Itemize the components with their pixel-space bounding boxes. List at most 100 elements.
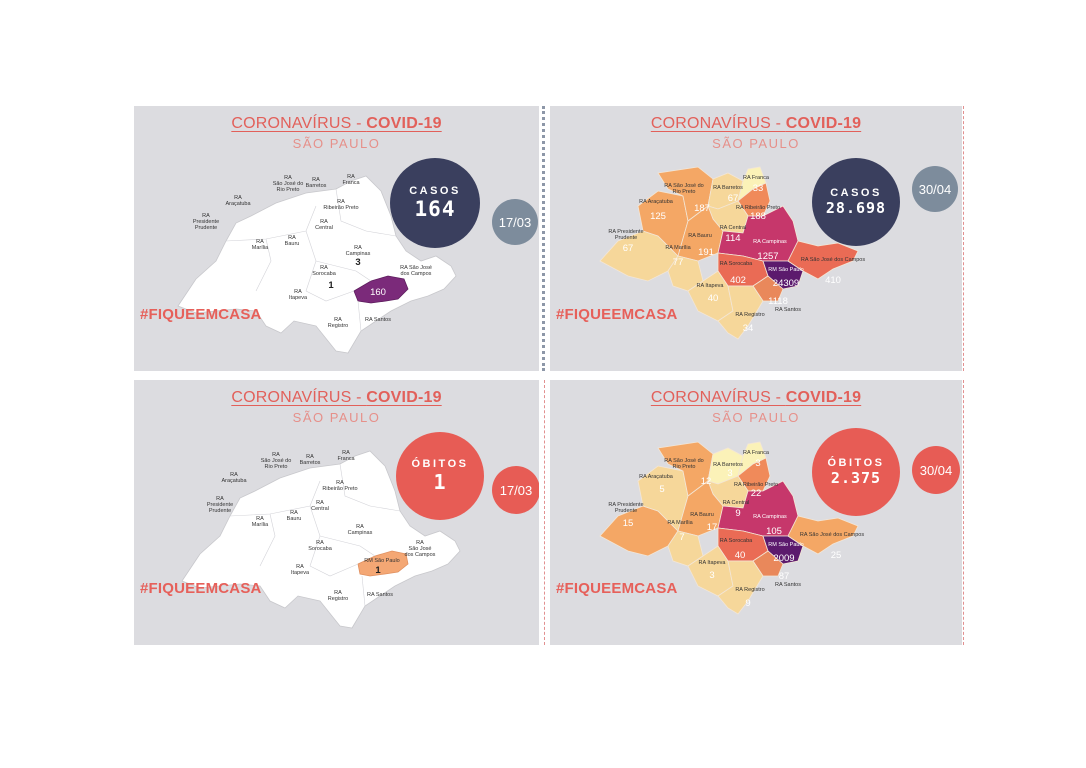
region-value: 77	[673, 257, 684, 268]
title-suffix: COVID-19	[366, 115, 442, 132]
region-label: Registro	[328, 596, 348, 602]
deaths-total-circle: ÓBITOS 2.375	[812, 428, 900, 516]
deaths-panel-30-04: CORONAVÍRUS - COVID-19 SÃO PAULO RA São …	[550, 380, 962, 645]
region-value: 40	[735, 550, 746, 561]
region-value: 160	[370, 287, 386, 298]
state-map: RA São José do Rio Preto RA Barretos RA …	[181, 450, 461, 629]
region-label: RA	[216, 496, 224, 502]
region-label: RA Registro	[735, 312, 764, 318]
region-label: Barretos	[306, 183, 327, 189]
hashtag: #FIQUEEMCASA	[140, 306, 262, 323]
region-value: 1118	[768, 296, 788, 307]
panel-divider	[544, 380, 545, 645]
region-label: Prudente	[615, 508, 637, 514]
title-suffix: COVID-19	[366, 389, 442, 406]
region-label: Araçatuba	[221, 478, 247, 484]
region-label: RA	[272, 452, 280, 458]
metric-value: 1	[433, 470, 447, 494]
region-label: Prudente	[195, 225, 217, 231]
region-label: RA Itapeva	[697, 283, 725, 289]
region-label: Presidente	[193, 219, 219, 225]
region-label: RA	[294, 289, 302, 295]
region-label: RA	[316, 500, 324, 506]
panel-title: CORONAVÍRUS - COVID-19	[550, 115, 962, 133]
region-label: RA São José	[400, 265, 432, 271]
region-value: 1	[328, 280, 334, 291]
region-label: RA São José do	[664, 183, 703, 189]
region-label: Bauru	[287, 516, 302, 522]
region-label: São José do	[273, 181, 304, 187]
region-label: RA	[256, 239, 264, 245]
panel-title: CORONAVÍRUS - COVID-19	[134, 115, 539, 133]
region-value: 67	[623, 243, 634, 254]
region-label: Franca	[342, 180, 360, 186]
region-label: RA Campinas	[753, 514, 787, 520]
region-label: São José	[409, 546, 432, 552]
state-map: RA São José do Rio Preto RA Barretos RA …	[177, 174, 457, 354]
region-label: RA	[230, 472, 238, 478]
region-label: RA Barretos	[713, 185, 743, 191]
region-value: 24309	[773, 278, 799, 289]
region-label: Itapeva	[291, 570, 310, 576]
panel-divider	[963, 380, 964, 645]
region-value: 3	[727, 468, 732, 479]
region-label: RA São José do	[664, 458, 703, 464]
region-label: RM São Paulo	[768, 267, 803, 273]
region-value: 87	[779, 571, 790, 582]
region-label: RA Central	[720, 225, 747, 231]
region-value: 34	[743, 323, 754, 334]
panel-divider	[963, 106, 964, 371]
region-label: RA	[312, 177, 320, 183]
region-value: 402	[730, 275, 746, 286]
region-label: RA	[334, 590, 342, 596]
region-label: Presidente	[207, 502, 233, 508]
region-value: 188	[750, 211, 766, 222]
region-value: 5	[659, 484, 664, 495]
region-label: RA Bauru	[688, 233, 712, 239]
metric-label: CASOS	[409, 185, 461, 197]
region-label: RA Araçatuba	[639, 474, 674, 480]
region-value: 2009	[773, 553, 794, 564]
region-label: Prudente	[615, 235, 637, 241]
region-value: 12	[701, 476, 712, 487]
region-value: 17	[707, 522, 718, 533]
region-value: 9	[735, 508, 740, 519]
region-label: Ribeirão Preto	[323, 205, 358, 211]
region-label: dos Campos	[401, 271, 432, 277]
region-label: RA Presidente	[608, 229, 643, 235]
panel-subtitle: SÃO PAULO	[712, 136, 800, 151]
region-value: 33	[753, 183, 764, 194]
region-label: Prudente	[209, 508, 231, 514]
region-value: 1257	[757, 251, 778, 262]
region-label: Rio Preto	[673, 189, 696, 195]
region-label: RA Registro	[735, 587, 764, 593]
metric-value: 2.375	[830, 469, 882, 487]
region-label: Central	[315, 225, 333, 231]
region-label: RA	[296, 564, 304, 570]
region-value: 187	[694, 203, 710, 214]
region-label: RA Marília	[665, 245, 691, 251]
region-label: RA Santos	[775, 307, 801, 313]
region-label: RA	[316, 540, 324, 546]
region-label: Marília	[252, 522, 269, 528]
region-label: RA Sorocaba	[720, 538, 753, 544]
region-label: RA Itapeva	[699, 560, 727, 566]
cases-panel-17-03: CORONAVÍRUS - COVID-19 SÃO PAULO RA São …	[134, 106, 539, 371]
region-label: RA Barretos	[713, 462, 743, 468]
deaths-total-circle: ÓBITOS 1	[396, 432, 484, 520]
hashtag: #FIQUEEMCASA	[556, 580, 678, 597]
region-label: RA	[354, 245, 362, 251]
region-label: RA	[290, 510, 298, 516]
region-label: RM São Paulo	[364, 558, 399, 564]
region-label: Franca	[337, 456, 355, 462]
region-value: 67	[728, 193, 739, 204]
region-label: Rio Preto	[673, 464, 696, 470]
region-sao-paulo	[357, 550, 409, 577]
region-value: 191	[698, 247, 714, 258]
region-label: RA	[320, 265, 328, 271]
region-label: dos Campos	[405, 552, 436, 558]
region-label: RA Santos	[775, 582, 801, 588]
region-label: RA Ribeirão Preto	[736, 205, 780, 211]
region-label: RA Ribeirão Preto	[734, 482, 778, 488]
panel-subtitle: SÃO PAULO	[292, 136, 381, 151]
